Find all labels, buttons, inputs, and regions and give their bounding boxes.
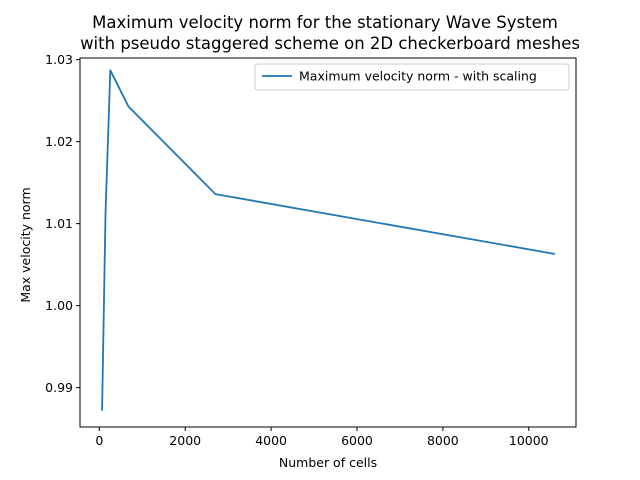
x-tick-label: 2000 bbox=[169, 433, 201, 448]
x-tick-label: 6000 bbox=[341, 433, 373, 448]
chart-subtitle: with pseudo staggered scheme on 2D check… bbox=[80, 34, 580, 53]
x-tick-label: 0 bbox=[95, 433, 103, 448]
x-tick-label: 4000 bbox=[255, 433, 287, 448]
legend-label: Maximum velocity norm - with scaling bbox=[299, 69, 537, 84]
legend-box bbox=[254, 63, 570, 91]
plot-area: 0 2000 4000 6000 8000 10000 0.99 1.00 1.01 1.02 1.… bbox=[45, 52, 577, 448]
axes-frame bbox=[79, 57, 577, 428]
y-tick-label: 0.99 bbox=[45, 380, 73, 395]
series-line-0 bbox=[101, 69, 556, 411]
y-axis-label: Max velocity norm bbox=[18, 187, 33, 302]
y-tick-label: 1.00 bbox=[45, 298, 73, 313]
y-tick-label: 1.02 bbox=[45, 134, 73, 149]
legend: Maximum velocity norm - with scaling bbox=[254, 63, 570, 91]
y-tick-label: 1.01 bbox=[45, 216, 73, 231]
y-tick-label: 1.03 bbox=[45, 52, 73, 67]
x-axis-label: Number of cells bbox=[279, 455, 377, 470]
chart-title: Maximum velocity norm for the stationary… bbox=[92, 13, 558, 32]
x-tick-label: 8000 bbox=[427, 433, 459, 448]
x-tick-label: 10000 bbox=[509, 433, 549, 448]
